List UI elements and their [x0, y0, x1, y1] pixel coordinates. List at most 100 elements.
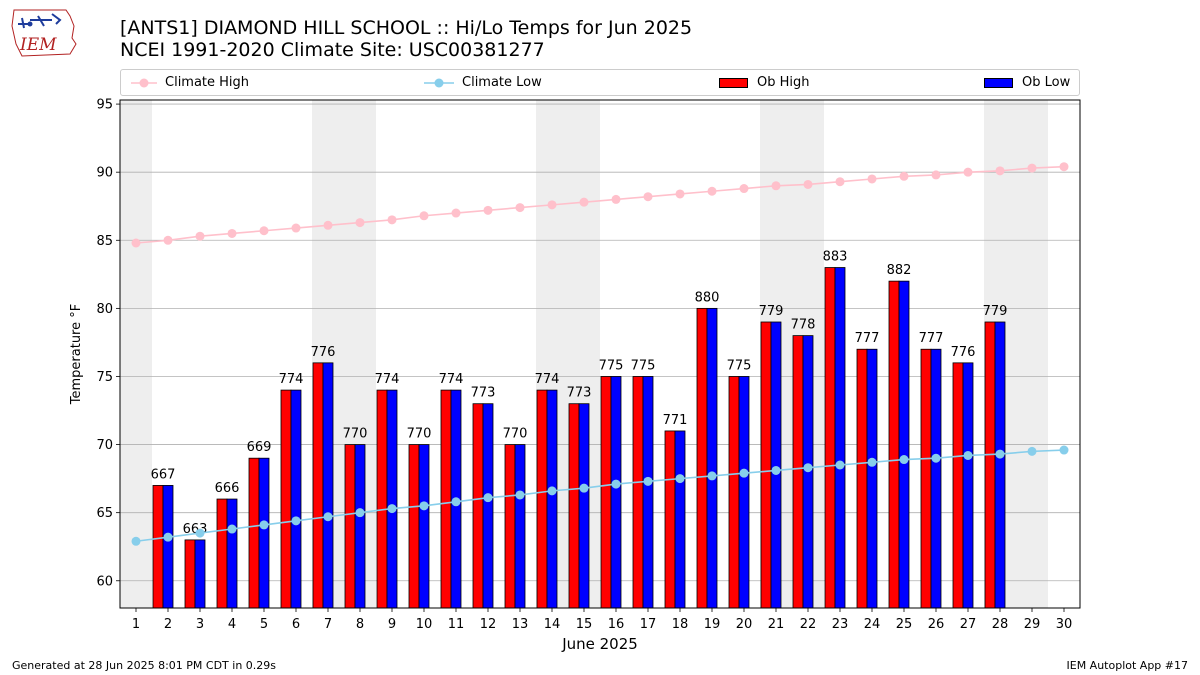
climate-low-point	[771, 465, 781, 475]
climate-high-point	[867, 174, 877, 184]
climate-low-point	[195, 528, 205, 538]
legend-label-climate-low: Climate Low	[462, 75, 542, 90]
bar-value-label: 882	[887, 263, 912, 278]
climate-high-point	[515, 203, 525, 213]
ob-high-bar	[184, 539, 196, 609]
y-tick-label: 90	[96, 166, 113, 181]
x-tick-label: 14	[544, 617, 561, 632]
bar-value-label: 770	[503, 427, 528, 442]
climate-low-point	[995, 449, 1005, 459]
x-tick-label: 23	[832, 617, 849, 632]
bar-value-label: 667	[151, 467, 176, 482]
ob-high-bar	[760, 321, 772, 609]
ob-low-bar	[194, 539, 206, 609]
x-tick-label: 10	[416, 617, 433, 632]
x-tick-label: 27	[960, 617, 977, 632]
ob-low-bar	[482, 403, 494, 609]
ob-low-bar	[418, 444, 430, 609]
climate-low-point	[867, 457, 877, 467]
ob-high-bar	[536, 389, 548, 609]
climate-high-point	[611, 194, 621, 204]
ob-low-bar	[930, 348, 942, 609]
x-tick-label: 28	[992, 617, 1009, 632]
climate-high-point	[675, 189, 685, 199]
climate-low-line	[135, 449, 1065, 543]
x-axis-label: June 2025	[561, 635, 638, 653]
ob-low-bar	[610, 376, 622, 609]
climate-low-point	[1059, 445, 1069, 455]
climate-high-point	[483, 205, 493, 215]
logo-text: IEM	[19, 35, 57, 55]
climate-low-point	[675, 474, 685, 484]
climate-high-swatch	[131, 78, 157, 87]
climate-low-point	[227, 524, 237, 534]
ob-low-bar	[386, 389, 398, 609]
ob-low-bar	[738, 376, 750, 609]
climate-high-point	[707, 186, 717, 196]
climate-low-point	[451, 497, 461, 507]
legend-label-ob-high: Ob High	[757, 75, 810, 90]
ob-high-bar	[280, 389, 292, 609]
x-tick-label: 24	[864, 617, 881, 632]
ob-high-bar	[600, 376, 612, 609]
y-tick-label: 60	[96, 574, 113, 589]
climate-high-point	[323, 220, 333, 230]
bar-value-label: 779	[759, 304, 784, 319]
climate-low-point	[803, 463, 813, 473]
legend-label-ob-low: Ob Low	[1022, 75, 1071, 90]
ob-low-bar	[162, 485, 174, 609]
bar-value-label: 774	[375, 372, 400, 387]
x-tick-label: 19	[704, 617, 721, 632]
ob-high-bar	[664, 430, 676, 609]
ob-high-bar	[696, 307, 708, 609]
bar-value-label: 776	[951, 345, 976, 360]
y-tick-label: 75	[96, 370, 113, 385]
ob-high-bar	[376, 389, 388, 609]
ob-low-bar	[546, 389, 558, 609]
climate-low-swatch	[424, 78, 454, 87]
climate-high-point	[771, 181, 781, 191]
bar-value-label: 770	[407, 427, 432, 442]
climate-high-point	[259, 226, 269, 236]
climate-high-line	[135, 165, 1065, 244]
x-tick-label: 17	[640, 617, 657, 632]
title-line-1: [ANTS1] DIAMOND HILL SCHOOL :: Hi/Lo Tem…	[120, 17, 693, 39]
climate-high-point	[547, 200, 557, 210]
climate-low-point	[643, 476, 653, 486]
climate-low-point	[515, 490, 525, 500]
ob-low-bar	[898, 280, 910, 609]
climate-low-point	[323, 512, 333, 522]
ob-high-bar	[472, 403, 484, 609]
bar-value-label: 775	[727, 358, 752, 373]
ob-low-swatch	[984, 77, 1013, 88]
climate-high-point	[387, 215, 397, 225]
climate-high-point	[131, 238, 141, 248]
climate-low-point	[579, 483, 589, 493]
chart-title: [ANTS1] DIAMOND HILL SCHOOL :: Hi/Lo Tem…	[120, 17, 692, 61]
x-tick-label: 9	[388, 617, 396, 632]
x-tick-label: 1	[132, 617, 140, 632]
ob-low-bar	[578, 403, 590, 609]
climate-high-point	[195, 231, 205, 241]
x-tick-label: 21	[768, 617, 785, 632]
ob-high-bar	[920, 348, 932, 609]
y-tick-label: 65	[96, 506, 113, 521]
x-tick-label: 2	[164, 617, 172, 632]
ob-high-bar	[632, 376, 644, 609]
title-line-2: NCEI 1991-2020 Climate Site: USC00381277	[120, 39, 545, 61]
legend-label-climate-high: Climate High	[165, 75, 250, 90]
x-tick-label: 29	[1024, 617, 1041, 632]
bar-value-label: 775	[599, 358, 624, 373]
climate-low-point	[899, 455, 909, 465]
bar-value-label: 778	[791, 318, 816, 333]
climate-low-point	[483, 493, 493, 503]
climate-high-point	[963, 167, 973, 177]
climate-high-point	[227, 228, 237, 238]
ob-high-swatch	[719, 77, 748, 88]
y-tick-label: 85	[96, 234, 113, 249]
x-tick-label: 15	[576, 617, 593, 632]
climate-high-point	[355, 218, 365, 228]
x-tick-label: 3	[196, 617, 204, 632]
y-tick-label: 80	[96, 302, 113, 317]
